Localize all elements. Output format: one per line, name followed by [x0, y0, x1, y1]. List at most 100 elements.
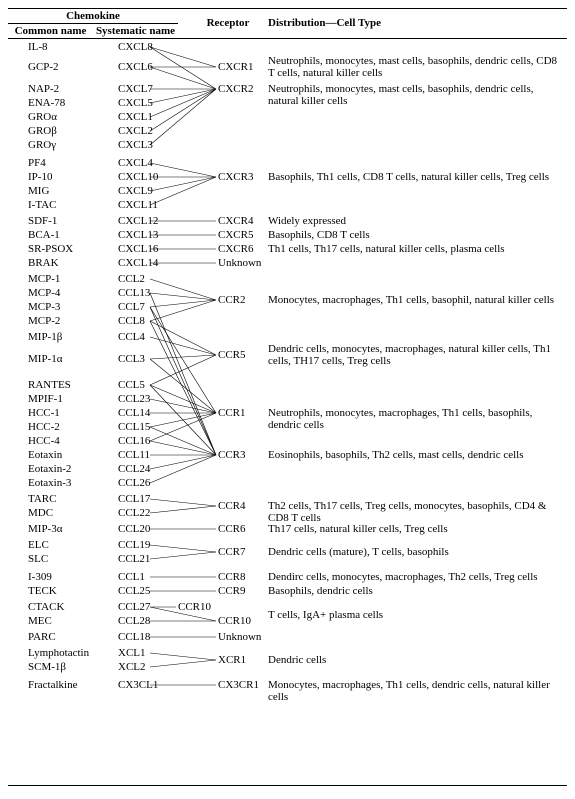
chemokine-common: I-TAC	[28, 199, 108, 211]
chemokine-systematic: CCL8	[118, 315, 178, 327]
receptor-label: Unknown	[218, 257, 268, 269]
chemokine-systematic: CXCL14	[118, 257, 178, 269]
distribution-text: Dendric cells (mature), T cells, basophi…	[268, 546, 563, 558]
chemokine-systematic: CX3CL1	[118, 679, 178, 691]
chemokine-systematic: CCL25	[118, 585, 178, 597]
distribution-text: Monocytes, macrophages, Th1 cells, dendr…	[268, 679, 563, 703]
chemokine-systematic: CCL28	[118, 615, 178, 627]
chemokine-systematic: CXCL16	[118, 243, 178, 255]
header-chemokine: Chemokine	[8, 10, 178, 22]
receptor-label: CXCR3	[218, 171, 268, 183]
chemokine-common: MCP-4	[28, 287, 108, 299]
receptor-label: CXCR5	[218, 229, 268, 241]
chemokine-common: MCP-1	[28, 273, 108, 285]
distribution-text: Dendric cells	[268, 654, 563, 666]
distribution-text: Monocytes, macrophages, Th1 cells, basop…	[268, 294, 563, 306]
receptor-label: CCR3	[218, 449, 268, 461]
chemokine-systematic: CXCL4	[118, 157, 178, 169]
chemokine-common: GCP-2	[28, 61, 108, 73]
chemokine-systematic: CCL14	[118, 407, 178, 419]
chemokine-systematic: CCL13	[118, 287, 178, 299]
chemokine-systematic: CCL17	[118, 493, 178, 505]
chemokine-common: MIP-1α	[28, 353, 108, 365]
chemokine-systematic: CXCL13	[118, 229, 178, 241]
chemokine-systematic: CCL20	[118, 523, 178, 535]
header-subline	[8, 23, 178, 24]
chemokine-systematic: XCL1	[118, 647, 178, 659]
chemokine-common: MIP-3α	[28, 523, 108, 535]
chemokine-common: SDF-1	[28, 215, 108, 227]
distribution-text: T cells, IgA+ plasma cells	[268, 609, 563, 621]
receptor-label: CCR5	[218, 349, 268, 361]
receptor-label: CCR6	[218, 523, 268, 535]
chemokine-common: MCP-2	[28, 315, 108, 327]
chemokine-systematic: CCL5	[118, 379, 178, 391]
chemokine-systematic: CXCL3	[118, 139, 178, 151]
chemokine-systematic: CCL23	[118, 393, 178, 405]
chemokine-common: MDC	[28, 507, 108, 519]
chemokine-systematic: CXCL2	[118, 125, 178, 137]
receptor-label: CCR1	[218, 407, 268, 419]
chemokine-systematic: CCL22	[118, 507, 178, 519]
distribution-text: Th17 cells, natural killer cells, Treg c…	[268, 523, 563, 535]
chemokine-common: MIP-1β	[28, 331, 108, 343]
chemokine-common: HCC-1	[28, 407, 108, 419]
chemokine-common: TARC	[28, 493, 108, 505]
chemokine-systematic: CCL16	[118, 435, 178, 447]
distribution-text: Neutrophils, monocytes, macrophages, Th1…	[268, 407, 563, 431]
chemokine-common: ELC	[28, 539, 108, 551]
chemokine-systematic: CCL11	[118, 449, 178, 461]
chemokine-systematic: CXCL5	[118, 97, 178, 109]
chemokine-common: Eotaxin	[28, 449, 108, 461]
chemokine-common: Lymphotactin	[28, 647, 108, 659]
chemokine-common: SCM-1β	[28, 661, 108, 673]
receptor-label: Unknown	[218, 631, 268, 643]
chemokine-systematic: CCL3	[118, 353, 178, 365]
chemokine-common: GROγ	[28, 139, 108, 151]
receptor-label: CXCR4	[218, 215, 268, 227]
header-receptor: Receptor	[198, 17, 258, 29]
chemokine-common: NAP-2	[28, 83, 108, 95]
chemokine-common: MIG	[28, 185, 108, 197]
chemokine-systematic: CCL26	[118, 477, 178, 489]
chemokine-systematic: CXCL10	[118, 171, 178, 183]
chemokine-common: HCC-4	[28, 435, 108, 447]
chemokine-systematic: CXCL7	[118, 83, 178, 95]
chemokine-common: HCC-2	[28, 421, 108, 433]
chemokine-systematic: CXCL11	[118, 199, 178, 211]
chemokine-systematic: CCL7	[118, 301, 178, 313]
chemokine-systematic: CXCL8	[118, 41, 178, 53]
header-distribution: Distribution—Cell Type	[268, 17, 568, 29]
chemokine-common: PARC	[28, 631, 108, 643]
receptor-label: CCR2	[218, 294, 268, 306]
distribution-text: Neutrophils, monocytes, mast cells, baso…	[268, 55, 563, 79]
receptor-label: CCR8	[218, 571, 268, 583]
chemokine-common: PF4	[28, 157, 108, 169]
chemokine-systematic: CXCL9	[118, 185, 178, 197]
receptor-label: CCR4	[218, 500, 268, 512]
chemokine-common: SR-PSOX	[28, 243, 108, 255]
chemokine-systematic: CCL24	[118, 463, 178, 475]
diagram-stage: IL-8CXCL8GCP-2CXCL6NAP-2CXCL7ENA-78CXCL5…	[8, 39, 567, 781]
chemokine-common: Eotaxin-2	[28, 463, 108, 475]
chemokine-common: IP-10	[28, 171, 108, 183]
distribution-text: Eosinophils, basophils, Th2 cells, mast …	[268, 449, 563, 461]
chemokine-common: Fractalkine	[28, 679, 108, 691]
chemokine-common: BCA-1	[28, 229, 108, 241]
chemokine-systematic: CCL4	[118, 331, 178, 343]
chemokine-systematic: CCL19	[118, 539, 178, 551]
distribution-text: Basophils, CD8 T cells	[268, 229, 563, 241]
distribution-text: Neutrophils, monocytes, mast cells, baso…	[268, 83, 563, 107]
chemokine-systematic: CXCL1	[118, 111, 178, 123]
receptor-label: CXCR2	[218, 83, 268, 95]
distribution-text: Widely expressed	[268, 215, 563, 227]
chemokine-systematic: CXCL12	[118, 215, 178, 227]
chemokine-systematic: CXCL6	[118, 61, 178, 73]
distribution-text: Th2 cells, Th17 cells, Treg cells, monoc…	[268, 500, 563, 524]
chemokine-common: GROα	[28, 111, 108, 123]
chemokine-systematic: XCL2	[118, 661, 178, 673]
header-systematic: Systematic name	[93, 25, 178, 37]
chemokine-common: I-309	[28, 571, 108, 583]
receptor-label: CCR9	[218, 585, 268, 597]
receptor-label: CCR10	[218, 615, 268, 627]
